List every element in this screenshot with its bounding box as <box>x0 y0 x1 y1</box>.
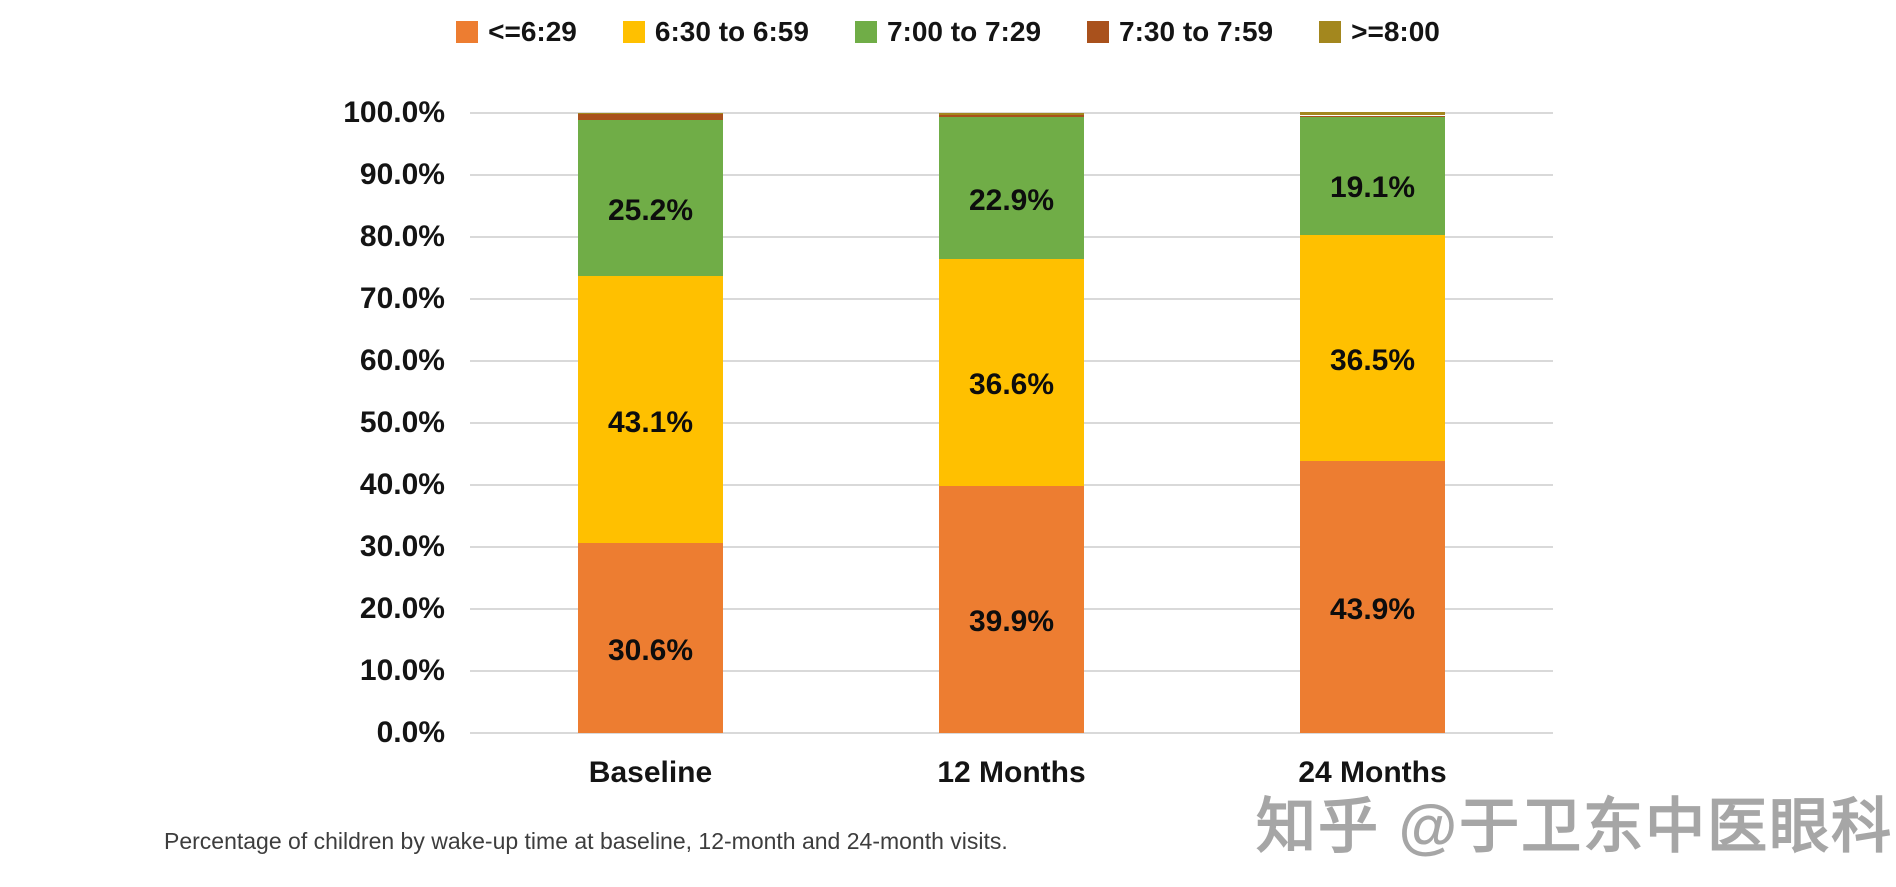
legend-label: 7:00 to 7:29 <box>886 16 1042 47</box>
legend-item-4: 7:30 to 7:59 <box>1087 16 1273 48</box>
legend-swatch-icon <box>456 21 479 43</box>
bar-segment <box>578 119 723 277</box>
bar-segment <box>939 113 1084 115</box>
watermark: 知乎 @于卫东中医眼科 <box>1256 793 1894 860</box>
bar-segment <box>1300 112 1445 116</box>
bar-segment <box>939 114 1084 117</box>
y-tick-label: 40.0% <box>359 468 445 501</box>
y-tick-label: 80.0% <box>359 220 445 253</box>
bar-segment <box>578 113 723 115</box>
bar-segment-label: 43.1% <box>607 405 694 439</box>
bar-segment-label: 30.6% <box>607 634 694 668</box>
bar-segment-label: 19.1% <box>1329 171 1416 205</box>
gridline <box>470 732 1553 734</box>
bar-segment <box>1300 234 1445 461</box>
bar-segment <box>1300 115 1445 117</box>
bar-segment <box>578 276 723 544</box>
y-tick-label: 0.0% <box>376 716 445 749</box>
y-tick-label: 60.0% <box>359 344 445 377</box>
bar-segment <box>1300 460 1445 733</box>
stacked-bar: 43.9% 36.5% 19.1% <box>1300 112 1445 733</box>
legend-label: <=6:29 <box>488 16 577 47</box>
bar-segment-label: 25.2% <box>607 193 694 227</box>
legend-swatch-icon <box>622 21 645 43</box>
legend-item-3: 7:00 to 7:29 <box>854 16 1042 48</box>
stacked-bar: 30.6% 43.1% 25.2% <box>578 113 723 733</box>
x-axis-label: 24 Months <box>1298 756 1447 789</box>
y-tick-label: 20.0% <box>359 592 445 625</box>
bar-segment <box>578 543 723 733</box>
bar-segment-label: 43.9% <box>1329 592 1416 626</box>
legend-label: >=8:00 <box>1351 16 1440 47</box>
legend-item-2: 6:30 to 6:59 <box>622 16 809 48</box>
y-tick-label: 90.0% <box>359 158 445 191</box>
legend-label: 6:30 to 6:59 <box>654 16 809 47</box>
bar-segment <box>939 485 1084 733</box>
bar-segment <box>1300 116 1445 235</box>
stacked-bar: 39.9% 36.6% 22.9% <box>939 113 1084 733</box>
bar-segment <box>939 258 1084 486</box>
legend-swatch-icon <box>854 21 877 43</box>
legend-swatch-icon <box>1319 21 1342 43</box>
plot-area: 30.6% 43.1% 25.2% 39.9% 36.6% 22.9% 43.9% 36.5%… <box>470 112 1553 734</box>
chart-legend: <=6:29 6:30 to 6:59 7:00 to 7:29 7:30 to 7:… <box>0 16 1896 48</box>
bar-segment <box>939 116 1084 259</box>
bar-segment-label: 22.9% <box>968 183 1055 217</box>
x-axis-label: 12 Months <box>937 756 1086 789</box>
x-axis-label: Baseline <box>588 756 713 789</box>
legend-label: 7:30 to 7:59 <box>1119 16 1274 47</box>
bar-segment-label: 36.6% <box>968 368 1055 402</box>
y-tick-label: 10.0% <box>359 654 445 687</box>
legend-swatch-icon <box>1087 21 1110 43</box>
legend-item-1: <=6:29 <box>456 16 577 48</box>
chart-caption: Percentage of children by wake-up time a… <box>164 828 1008 854</box>
bar-segment-label: 36.5% <box>1329 343 1416 377</box>
y-tick-label: 50.0% <box>359 406 445 439</box>
y-tick-label: 70.0% <box>359 282 445 315</box>
y-tick-label: 30.0% <box>359 530 445 563</box>
bar-segment-label: 39.9% <box>968 605 1055 639</box>
y-tick-label: 100.0% <box>343 96 445 129</box>
gridline <box>470 112 1553 114</box>
legend-item-5: >=8:00 <box>1319 16 1440 48</box>
bar-segment <box>578 114 723 120</box>
